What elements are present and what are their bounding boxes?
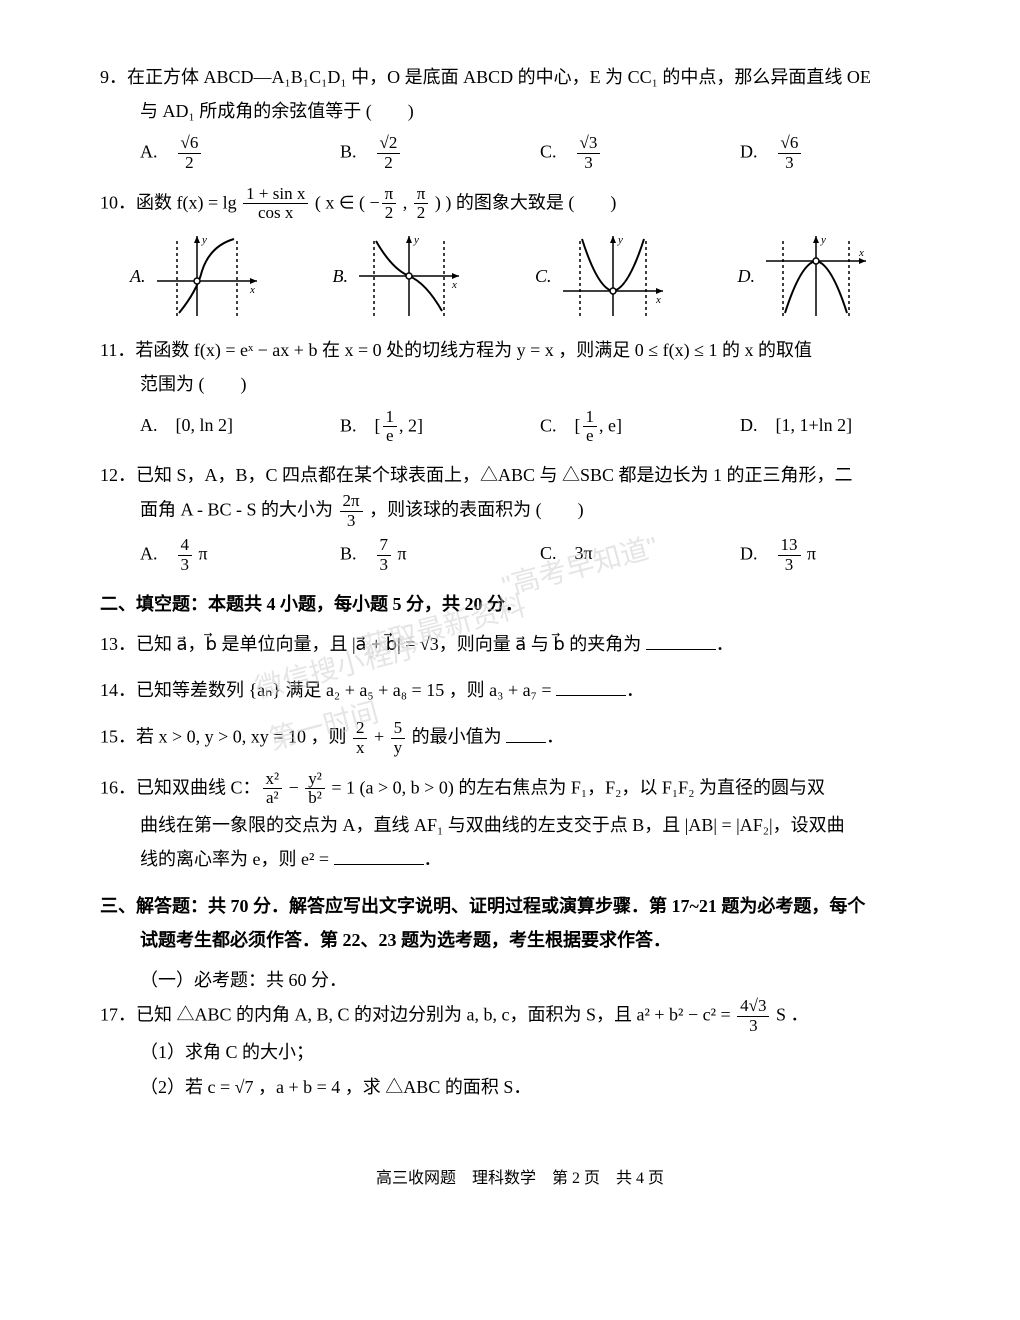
section-3-header: 三、解答题：共 70 分．解答应写出文字说明、证明过程或演算步骤．第 17~21… — [100, 889, 940, 957]
q10-graphs: A. y x B. — [100, 231, 940, 321]
question-9: 9．在正方体 ABCD—A₁B₁C₁D₁ 中，O 是底面 ABCD 的中心，E … — [100, 60, 940, 173]
svg-text:y: y — [617, 234, 623, 246]
question-17: 17．已知 △ABC 的内角 A, B, C 的对边分别为 a, b, c，面积… — [100, 997, 940, 1104]
svg-text:y: y — [820, 234, 826, 246]
svg-text:x: x — [655, 294, 661, 306]
question-16: 16．已知双曲线 C：x²a² − y²b² = 1 (a > 0, b > 0… — [100, 770, 940, 877]
svg-text:x: x — [249, 284, 255, 296]
question-11: 11．若函数 f(x) = eˣ − ax + b 在 x = 0 处的切线方程… — [100, 333, 940, 446]
question-10: 10．函数 f(x) = lg 1 + sin xcos x ( x ∈ ( −… — [100, 185, 940, 321]
question-13: 13．已知 a⃗，b⃗ 是单位向量，且 |a⃗ + b⃗| = √3，则向量 a… — [100, 627, 940, 661]
svg-text:x: x — [858, 247, 864, 259]
question-15: 15．若 x > 0, y > 0, xy = 10 ，则 2x + 5y 的最… — [100, 719, 940, 757]
svg-text:x: x — [451, 279, 457, 291]
section-3-sub: （一）必考题：共 60 分． — [100, 963, 940, 997]
q9-line1: 9．在正方体 ABCD—A₁B₁C₁D₁ 中，O 是底面 ABCD 的中心，E … — [100, 60, 940, 94]
graph-c: y x — [558, 231, 668, 321]
graph-b: y x — [354, 231, 464, 321]
svg-text:y: y — [201, 234, 207, 246]
section-2-header: 二、填空题：本题共 4 小题，每小题 5 分，共 20 分． — [100, 587, 940, 621]
q9-line2: 与 AD₁ 所成角的余弦值等于 ( ) — [100, 94, 940, 128]
q9-options: A. √62 B. √22 C. √33 D. √63 — [100, 134, 940, 172]
svg-text:y: y — [413, 234, 419, 246]
question-12: 12．已知 S，A，B，C 四点都在某个球表面上，△ABC 与 △SBC 都是边… — [100, 458, 940, 575]
question-14: 14．已知等差数列 {aₙ} 满足 a₂ + a₅ + a₈ = 15 ，则 a… — [100, 673, 940, 707]
graph-a: y x — [152, 231, 262, 321]
graph-d: y x — [761, 231, 871, 321]
page-footer: 高三收网题 理科数学 第 2 页 共 4 页 — [100, 1164, 940, 1194]
